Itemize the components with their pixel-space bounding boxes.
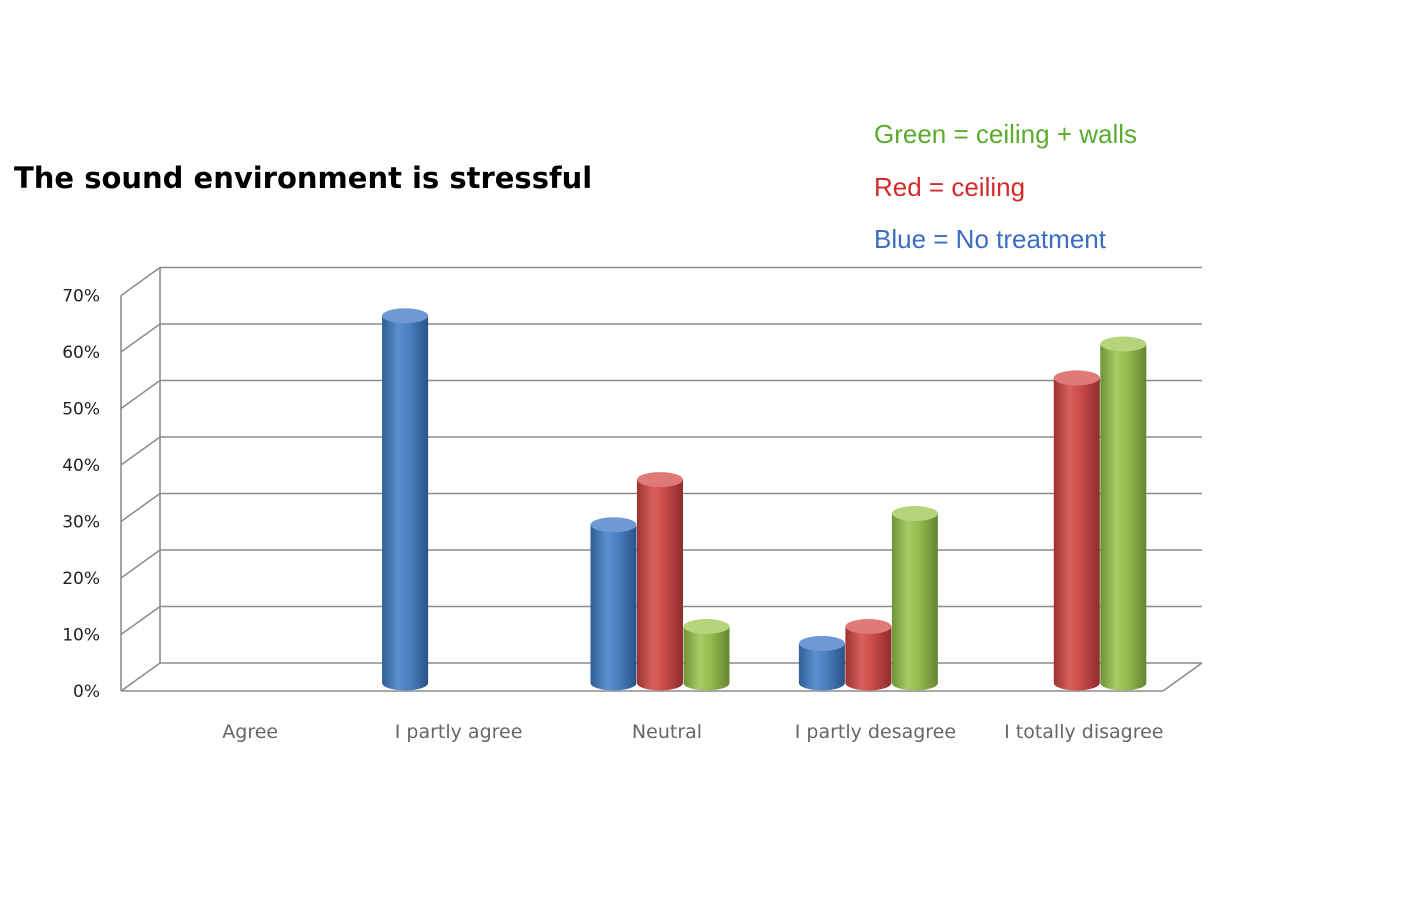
bar-top <box>382 308 429 324</box>
gridline-depth <box>120 549 161 579</box>
y-tick-label: 0% <box>73 682 100 702</box>
bar-top <box>798 635 845 651</box>
x-tick-label: I partly agree <box>395 721 523 743</box>
bar <box>1100 336 1147 691</box>
gridline-depth <box>120 379 161 410</box>
bar-body <box>891 513 938 691</box>
y-tick-label: 50% <box>62 400 100 420</box>
gridline-depth <box>120 662 161 692</box>
bar-body <box>798 643 845 691</box>
bar-top <box>891 506 938 521</box>
bar-top <box>637 472 683 488</box>
gridline-depth <box>120 605 161 636</box>
y-tick-label: 60% <box>62 343 100 363</box>
bar-body <box>637 479 683 691</box>
x-tick-label: I partly desagree <box>795 721 956 743</box>
bar <box>683 619 730 691</box>
gridline-depth <box>120 323 161 353</box>
bar-top <box>590 517 637 533</box>
bar-top <box>1100 336 1147 352</box>
x-tick-label: Agree <box>222 721 278 743</box>
bar-body <box>1053 377 1100 691</box>
bars <box>382 308 1147 691</box>
x-tick-label: Neutral <box>632 721 702 743</box>
bar <box>382 308 429 691</box>
bar <box>891 506 938 691</box>
bar-top <box>845 619 892 634</box>
bar-top <box>683 619 730 634</box>
x-tick-label: I totally disagree <box>1004 721 1163 743</box>
bar <box>590 517 637 691</box>
bar <box>1053 370 1100 691</box>
y-tick-label: 40% <box>62 456 100 476</box>
legend-entry-green: Green = ceiling + walls <box>874 119 1137 149</box>
y-tick-label: 20% <box>62 569 100 589</box>
bar-body <box>1100 344 1147 691</box>
legend-entry-blue: Blue = No treatment <box>874 224 1107 254</box>
gridline-depth <box>120 492 161 523</box>
y-tick-label: 10% <box>62 626 100 646</box>
bar-body <box>845 626 892 691</box>
chart-title: The sound environment is stressful <box>14 161 592 195</box>
gridline-depth <box>120 436 161 466</box>
y-tick-label: 70% <box>62 287 100 307</box>
legend-entry-red: Red = ceiling <box>874 172 1025 202</box>
bar-body <box>683 626 730 691</box>
y-tick-label: 30% <box>62 513 100 533</box>
bar <box>798 635 845 691</box>
bar-body <box>382 315 429 691</box>
x-axis-ticks: Agree I partly agree Neutral I partly desag… <box>222 721 1163 743</box>
bar <box>845 619 892 691</box>
bar <box>637 472 683 691</box>
floor-right-edge <box>1162 662 1203 692</box>
gridline-depth <box>120 266 161 297</box>
bar-body <box>590 524 637 691</box>
y-axis-ticks: 0% 10% 20% 30% 40% 50% 60% 70% <box>62 287 100 703</box>
bar-top <box>1053 370 1100 386</box>
